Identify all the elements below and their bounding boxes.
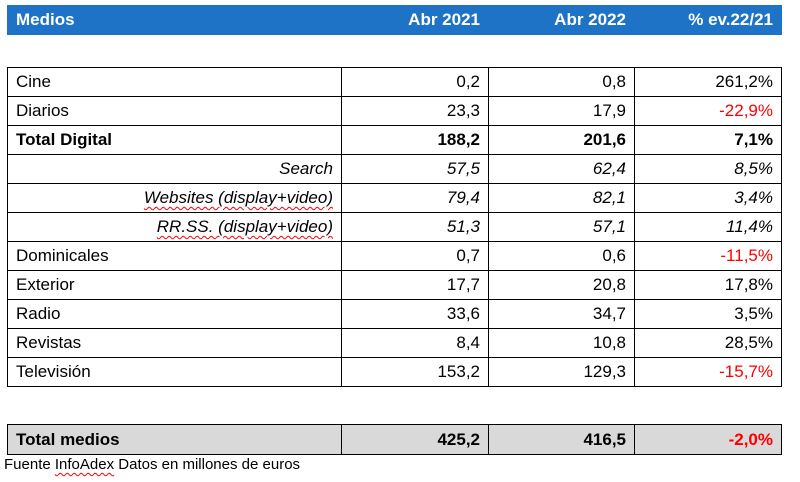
row-abr2022: 0,8 (488, 67, 635, 97)
table-row: Search 57,5 62,4 8,5% (7, 154, 782, 184)
row-label: Websites (display+video) (7, 183, 342, 213)
source-name: InfoAdex (54, 456, 115, 473)
row-ev: 3,4% (634, 183, 782, 213)
row-ev: 17,8% (634, 270, 782, 300)
header-row: Medios Abr 2021 Abr 2022 % ev.22/21 (7, 5, 782, 35)
row-abr2022: 20,8 (488, 270, 635, 300)
table-row: Exterior 17,7 20,8 17,8% (7, 270, 782, 300)
table-row: Websites (display+video) 79,4 82,1 3,4% (7, 183, 782, 213)
total-table: Total medios 425,2 416,5 -2,0% (7, 424, 782, 455)
total-label: Total medios (7, 424, 342, 455)
row-abr2021: 8,4 (341, 328, 489, 358)
table-row: Revistas 8,4 10,8 28,5% (7, 328, 782, 358)
row-label: Cine (7, 67, 342, 97)
total-row: Total medios 425,2 416,5 -2,0% (7, 424, 782, 455)
table-row: Radio 33,6 34,7 3,5% (7, 299, 782, 329)
row-ev: -15,7% (634, 357, 782, 387)
row-abr2021: 0,7 (341, 241, 489, 271)
row-abr2022: 34,7 (488, 299, 635, 329)
row-abr2022: 62,4 (488, 154, 635, 184)
row-ev: 3,5% (634, 299, 782, 329)
source-label: Fuente (4, 456, 51, 473)
row-abr2022: 82,1 (488, 183, 635, 213)
row-abr2022: 17,9 (488, 96, 635, 126)
row-ev: -11,5% (634, 241, 782, 271)
header-table: Medios Abr 2021 Abr 2022 % ev.22/21 (7, 5, 782, 35)
row-label-text: Websites (display+video) (143, 188, 333, 207)
row-label: Search (7, 154, 342, 184)
row-ev: 28,5% (634, 328, 782, 358)
row-abr2021: 0,2 (341, 67, 489, 97)
row-label: Dominicales (7, 241, 342, 271)
row-label-text: RR.SS. (display+video) (156, 217, 333, 236)
total-ev: -2,0% (634, 424, 782, 455)
row-abr2021: 79,4 (341, 183, 489, 213)
row-label: Diarios (7, 96, 342, 126)
total-abr2022: 416,5 (488, 424, 635, 455)
header-abr2022: Abr 2022 (488, 5, 635, 35)
row-label: RR.SS. (display+video) (7, 212, 342, 242)
units-note: Datos en millones de euros (118, 456, 301, 473)
row-ev: 11,4% (634, 212, 782, 242)
row-label: Exterior (7, 270, 342, 300)
row-ev: 261,2% (634, 67, 782, 97)
row-abr2021: 57,5 (341, 154, 489, 184)
row-label: Revistas (7, 328, 342, 358)
row-abr2022: 129,3 (488, 357, 635, 387)
row-label: Total Digital (7, 125, 342, 155)
row-abr2021: 188,2 (341, 125, 489, 155)
row-abr2021: 51,3 (341, 212, 489, 242)
table-row: Cine 0,2 0,8 261,2% (7, 67, 782, 97)
row-abr2022: 57,1 (488, 212, 635, 242)
table-row: Dominicales 0,7 0,6 -11,5% (7, 241, 782, 271)
source-note: Fuente InfoAdex Datos en millones de eur… (4, 456, 300, 473)
header-medios: Medios (7, 5, 342, 35)
row-abr2022: 201,6 (488, 125, 635, 155)
total-abr2021: 425,2 (341, 424, 489, 455)
media-table: Cine 0,2 0,8 261,2% Diarios 23,3 17,9 -2… (7, 67, 782, 387)
row-abr2021: 23,3 (341, 96, 489, 126)
table-row: Diarios 23,3 17,9 -22,9% (7, 96, 782, 126)
row-abr2021: 153,2 (341, 357, 489, 387)
row-abr2021: 33,6 (341, 299, 489, 329)
row-abr2021: 17,7 (341, 270, 489, 300)
table-row: Total Digital 188,2 201,6 7,1% (7, 125, 782, 155)
row-ev: 8,5% (634, 154, 782, 184)
table-row: RR.SS. (display+video) 51,3 57,1 11,4% (7, 212, 782, 242)
row-abr2022: 0,6 (488, 241, 635, 271)
header-ev: % ev.22/21 (634, 5, 782, 35)
header-abr2021: Abr 2021 (341, 5, 489, 35)
row-label: Televisión (7, 357, 342, 387)
row-label: Radio (7, 299, 342, 329)
row-abr2022: 10,8 (488, 328, 635, 358)
row-ev: -22,9% (634, 96, 782, 126)
table-row: Televisión 153,2 129,3 -15,7% (7, 357, 782, 387)
row-ev: 7,1% (634, 125, 782, 155)
